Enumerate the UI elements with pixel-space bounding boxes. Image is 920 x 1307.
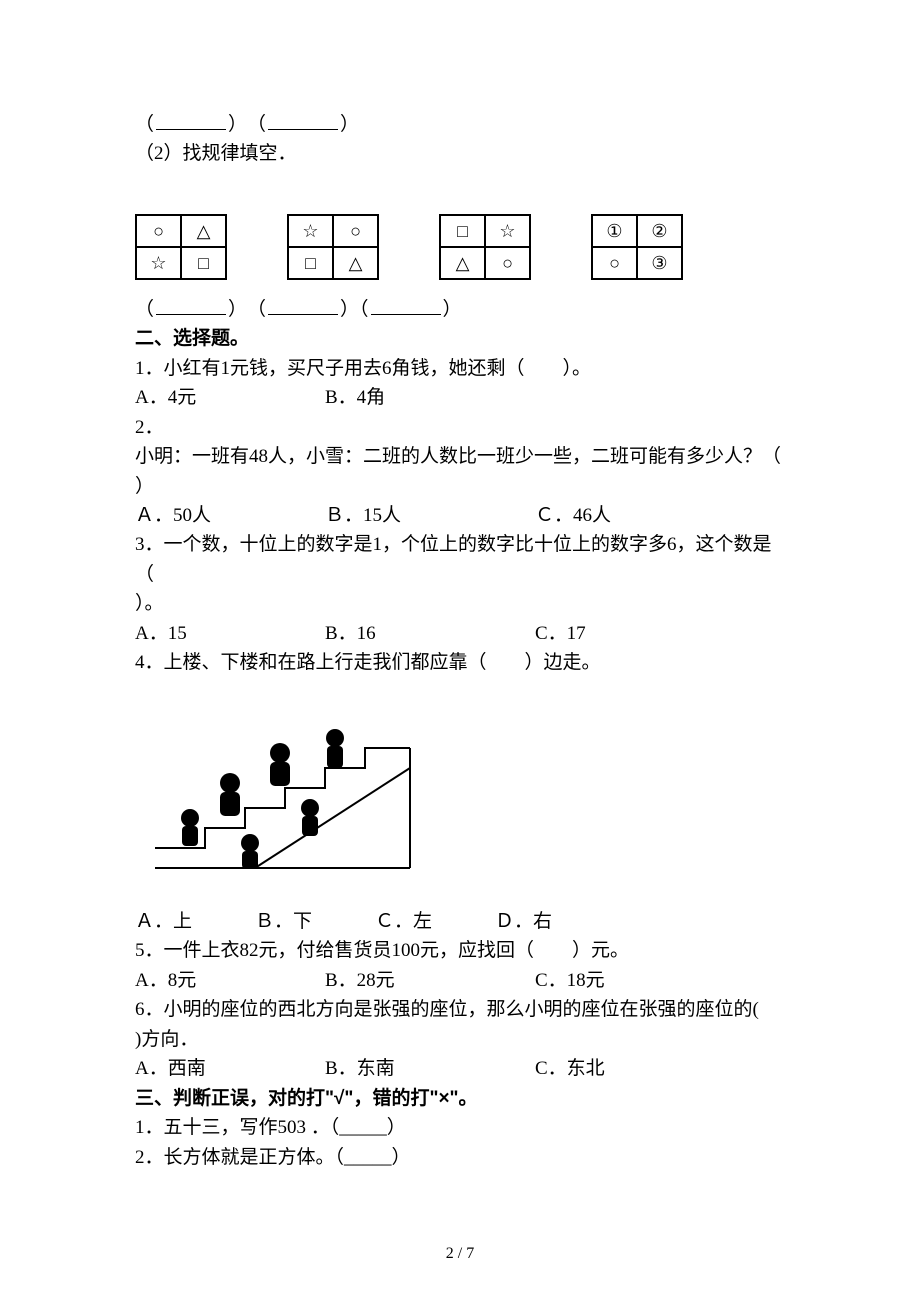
q5-opt-b[interactable]: B．28元 [325, 966, 535, 995]
j1: 1．五十三，写作503 ．（_____） [135, 1113, 785, 1142]
q6-stem-b: )方向． [135, 1025, 785, 1054]
num-3-icon: ③ [651, 254, 667, 272]
pattern-grids-row: ○ △ ☆ □ ☆ ○ □ △ □ ☆ △ ○ ① ② ○ ③ [135, 214, 785, 280]
cell: ○ [485, 247, 530, 279]
stairs-icon [135, 698, 425, 888]
cell: □ [440, 215, 485, 247]
q6-options: A．西南 B．东南 C．东北 [135, 1054, 785, 1083]
blank-triplet-line: （） （）（） [135, 295, 785, 324]
q4-stem: 4．上楼、下楼和在路上行走我们都应靠（ ）边走。 [135, 648, 785, 677]
section-judge-title: 三、判断正误，对的打"√"，错的打"×"。 [135, 1084, 785, 1113]
q2-opt-a[interactable]: Ａ．50人 [135, 501, 325, 530]
blank[interactable] [156, 296, 226, 315]
cell: ○ [592, 247, 637, 279]
square-icon: □ [305, 254, 316, 272]
blank[interactable] [268, 296, 338, 315]
q1-options: A．4元 B．4角 [135, 383, 785, 412]
cell: ① [592, 215, 637, 247]
q6-stem-a: 6．小明的座位的西北方向是张强的座位，那么小明的座位在张强的座位的( [135, 995, 785, 1024]
star-icon: ☆ [499, 222, 515, 240]
square-icon: □ [198, 254, 209, 272]
star-icon: ☆ [150, 254, 166, 272]
q3-opt-b[interactable]: B．16 [325, 619, 535, 648]
page-number: 2 / 7 [135, 1242, 785, 1267]
cell: ○ [136, 215, 181, 247]
pattern2-label: （2）找规律填空． [135, 139, 785, 168]
q2-stem-a: 小明：一班有48人，小雪：二班的人数比一班少一些，二班可能有多少人？（ [135, 442, 785, 471]
blank-pair-line: （） （） [135, 110, 785, 139]
cell: △ [440, 247, 485, 279]
cell: ○ [333, 215, 378, 247]
star-icon: ☆ [302, 222, 318, 240]
square-icon: □ [457, 222, 468, 240]
triangle-icon: △ [456, 254, 470, 272]
cell: ☆ [485, 215, 530, 247]
cell: □ [181, 247, 226, 279]
q3-stem-b: ）。 [135, 589, 785, 618]
q6-opt-b[interactable]: B．东南 [325, 1054, 535, 1083]
q4-opt-a[interactable]: Ａ．上 [135, 907, 255, 936]
q5-options: A．8元 B．28元 C．18元 [135, 966, 785, 995]
stairs-illustration [135, 698, 785, 897]
num-2-icon: ② [651, 222, 667, 240]
circle-icon: ○ [153, 222, 164, 240]
cell: △ [333, 247, 378, 279]
circle-icon: ○ [502, 254, 513, 272]
q1-opt-b[interactable]: B．4角 [325, 383, 535, 412]
q3-opt-a[interactable]: A．15 [135, 619, 325, 648]
q5-opt-a[interactable]: A．8元 [135, 966, 325, 995]
q4-opt-d[interactable]: Ｄ．右 [495, 907, 615, 936]
q6-opt-a[interactable]: A．西南 [135, 1054, 325, 1083]
q4-opt-c[interactable]: Ｃ．左 [375, 907, 495, 936]
q3-options: A．15 B．16 C．17 [135, 619, 785, 648]
q2-opt-c[interactable]: Ｃ．46人 [535, 501, 705, 530]
cell: ③ [637, 247, 682, 279]
q3-opt-c[interactable]: C．17 [535, 619, 705, 648]
q5-stem: 5．一件上衣82元，付给售货员100元，应找回（ ）元。 [135, 936, 785, 965]
q2-num: 2． [135, 413, 785, 442]
grid-1: ○ △ ☆ □ [135, 214, 227, 280]
circle-icon: ○ [609, 254, 620, 272]
q4-opt-b[interactable]: Ｂ．下 [255, 907, 375, 936]
cell: △ [181, 215, 226, 247]
j2: 2．长方体就是正方体。（_____） [135, 1143, 785, 1172]
section-choice-title: 二、选择题。 [135, 324, 785, 353]
cell: □ [288, 247, 333, 279]
grid-2: ☆ ○ □ △ [287, 214, 379, 280]
blank[interactable] [156, 111, 226, 130]
q6-opt-c[interactable]: C．东北 [535, 1054, 705, 1083]
q2-opt-b[interactable]: Ｂ．15人 [325, 501, 535, 530]
blank[interactable] [371, 296, 441, 315]
blank[interactable] [268, 111, 338, 130]
cell: ☆ [136, 247, 181, 279]
q2-stem-b: ） [135, 472, 785, 501]
grid-3: □ ☆ △ ○ [439, 214, 531, 280]
circle-icon: ○ [350, 222, 361, 240]
q1-opt-a[interactable]: A．4元 [135, 383, 325, 412]
num-1-icon: ① [606, 222, 622, 240]
q4-options: Ａ．上 Ｂ．下 Ｃ．左 Ｄ．右 [135, 907, 785, 936]
cell: ☆ [288, 215, 333, 247]
grid-4: ① ② ○ ③ [591, 214, 683, 280]
triangle-icon: △ [349, 254, 363, 272]
cell: ② [637, 215, 682, 247]
q1-stem: 1．小红有1元钱，买尺子用去6角钱，她还剩（ ）。 [135, 354, 785, 383]
page: （） （） （2）找规律填空． ○ △ ☆ □ ☆ ○ □ △ □ ☆ △ ○ … [0, 0, 920, 1307]
q2-options: Ａ．50人 Ｂ．15人 Ｃ．46人 [135, 501, 785, 530]
q5-opt-c[interactable]: C．18元 [535, 966, 705, 995]
triangle-icon: △ [197, 222, 211, 240]
q3-stem-a: 3．一个数，十位上的数字是1，个位上的数字比十位上的数字多6，这个数是（ [135, 530, 785, 589]
